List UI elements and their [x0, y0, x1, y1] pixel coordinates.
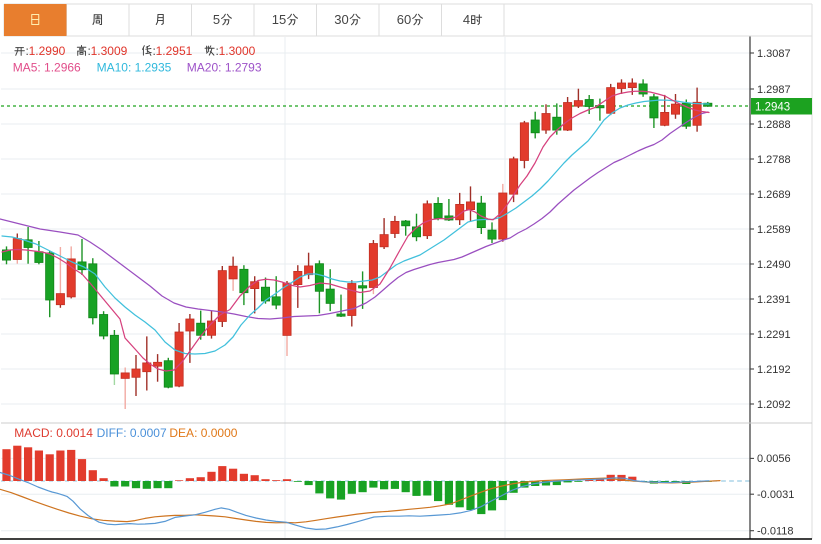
svg-text:1.2951: 1.2951: [156, 44, 193, 58]
svg-text:1.2990: 1.2990: [29, 44, 66, 58]
svg-text:1.2391: 1.2391: [757, 294, 791, 306]
svg-text:5: 5: [213, 12, 220, 27]
svg-text:MACD: 0.0014: MACD: 0.0014: [14, 426, 93, 440]
svg-text:1.2943: 1.2943: [755, 102, 790, 114]
svg-text:1.2689: 1.2689: [757, 189, 791, 201]
svg-text:1.2192: 1.2192: [757, 364, 791, 376]
svg-text:1.2291: 1.2291: [757, 329, 791, 341]
svg-text:1.2092: 1.2092: [757, 399, 791, 411]
svg-text:MA20: 1.2793: MA20: 1.2793: [187, 61, 262, 75]
svg-text:4: 4: [463, 12, 470, 27]
svg-text:60: 60: [397, 12, 411, 27]
svg-text:1.3087: 1.3087: [757, 48, 791, 60]
svg-text::: :: [216, 44, 219, 58]
svg-text:30: 30: [334, 12, 348, 27]
svg-text::: :: [26, 44, 29, 58]
svg-text:1.3000: 1.3000: [219, 44, 256, 58]
svg-text::: :: [153, 44, 156, 58]
svg-text::: :: [88, 44, 91, 58]
svg-text:MA5: 1.2966: MA5: 1.2966: [13, 61, 81, 75]
svg-text:-0.0031: -0.0031: [757, 489, 794, 501]
svg-text:1.2589: 1.2589: [757, 224, 791, 236]
svg-text:1.3009: 1.3009: [91, 44, 128, 58]
svg-text:-0.0118: -0.0118: [757, 526, 794, 538]
svg-text:MA10: 1.2935: MA10: 1.2935: [97, 61, 172, 75]
svg-text:1.2888: 1.2888: [757, 119, 791, 131]
svg-text:1.2788: 1.2788: [757, 154, 791, 166]
svg-text:15: 15: [272, 12, 286, 27]
svg-text:DEA: 0.0000: DEA: 0.0000: [169, 426, 237, 440]
svg-text:DIFF: 0.0007: DIFF: 0.0007: [97, 426, 167, 440]
svg-text:1.2490: 1.2490: [757, 259, 791, 271]
svg-text:1.2987: 1.2987: [757, 84, 791, 96]
svg-text:0.0056: 0.0056: [757, 453, 791, 465]
